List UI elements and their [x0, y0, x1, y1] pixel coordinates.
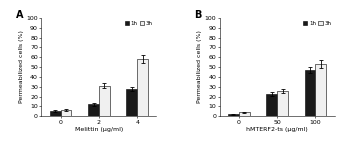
- Bar: [277, 91, 288, 116]
- Bar: [266, 94, 277, 116]
- X-axis label: Melittin (μg/ml): Melittin (μg/ml): [75, 127, 123, 132]
- Bar: [127, 89, 137, 116]
- Legend: 1h, 3h: 1h, 3h: [302, 21, 332, 27]
- X-axis label: hMTERF2-ts (μg/ml): hMTERF2-ts (μg/ml): [246, 127, 308, 132]
- Y-axis label: Permeabilized cells (%): Permeabilized cells (%): [197, 31, 203, 104]
- Bar: [315, 64, 326, 116]
- Bar: [61, 110, 71, 116]
- Legend: 1h, 3h: 1h, 3h: [124, 21, 154, 27]
- Bar: [88, 104, 99, 116]
- Bar: [305, 70, 315, 116]
- Text: B: B: [194, 10, 202, 20]
- Y-axis label: Permeabilized cells (%): Permeabilized cells (%): [19, 31, 24, 104]
- Bar: [228, 114, 239, 116]
- Bar: [99, 86, 110, 116]
- Bar: [137, 59, 148, 116]
- Text: A: A: [16, 10, 23, 20]
- Bar: [50, 111, 61, 116]
- Bar: [239, 112, 249, 116]
